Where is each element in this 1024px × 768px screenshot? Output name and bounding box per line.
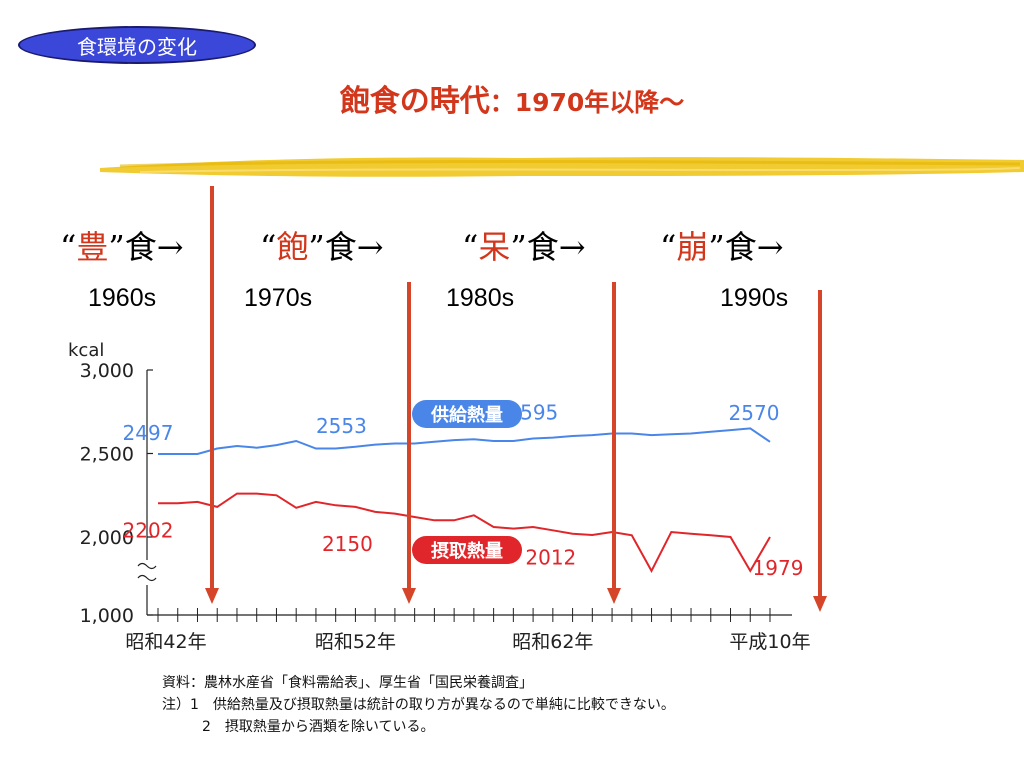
series-line — [158, 427, 771, 455]
decade-label: 1990s — [720, 284, 789, 312]
legend-label: 供給熱量 — [430, 404, 503, 426]
title-main: 飽食の時代 — [339, 84, 490, 119]
title-sub: ：1970年以降～ — [489, 88, 685, 117]
slide-title: 飽食の時代：1970年以降～ — [0, 76, 1024, 120]
note-source: 資料：農林水産省「食料需給表」、厚生省「国民栄養調査」 — [162, 675, 533, 691]
x-tick-label: 昭和42年 — [125, 631, 206, 653]
source-notes: 資料：農林水産省「食料需給表」、厚生省「国民栄養調査」 注）1 供給熱量及び摂取… — [162, 672, 675, 738]
era-3: “呆”食→ — [462, 228, 586, 266]
data-label: 1979 — [753, 556, 804, 580]
data-label: 2012 — [525, 545, 576, 569]
era-2: “飽”食→ — [260, 228, 384, 266]
y-tick-label: 3,000 — [80, 360, 134, 382]
era-arrow-head-icon — [402, 588, 416, 604]
y-tick-label: 2,500 — [80, 444, 134, 466]
data-label: 2202 — [123, 518, 174, 542]
x-tick-label: 昭和52年 — [315, 631, 396, 653]
yellow-brush-stroke — [100, 157, 1024, 177]
data-label: 2150 — [322, 532, 373, 556]
data-label: 2553 — [316, 414, 367, 438]
legend-pill — [412, 536, 522, 564]
y-axis-label: kcal — [68, 340, 104, 361]
data-label: 2570 — [729, 401, 780, 425]
legend-pill — [412, 400, 522, 428]
decade-label: 1960s — [88, 284, 157, 312]
legend-label: 摂取熱量 — [431, 540, 503, 562]
era-arrow-head-icon — [205, 588, 219, 604]
era-arrow-head-icon — [607, 588, 621, 604]
x-tick-label: 昭和62年 — [512, 631, 593, 653]
y-tick-label: 2,000 — [80, 527, 134, 549]
data-label: 2497 — [123, 421, 174, 445]
note-1: 注）1 供給熱量及び摂取熱量は統計の取り方が異なるので単純に比較できない。 — [162, 697, 675, 713]
era-kanji: 呆 — [478, 228, 511, 266]
section-badge: 食環境の変化 — [18, 26, 256, 64]
era-1: “豊”食→ — [60, 228, 184, 266]
decade-label: 1980s — [446, 284, 515, 312]
era-4: “崩”食→ — [660, 228, 784, 266]
note-2: 2 摂取熱量から酒類を除いている。 — [202, 719, 435, 735]
era-kanji: 飽 — [276, 228, 309, 266]
series-line — [158, 492, 771, 574]
x-tick-label: 平成10年 — [729, 631, 810, 653]
era-kanji: 豊 — [76, 228, 109, 266]
era-arrow-head-icon — [813, 596, 827, 612]
y-tick-label: 1,000 — [80, 605, 134, 627]
era-kanji: 崩 — [676, 228, 709, 266]
decade-label: 1970s — [244, 284, 313, 312]
axis-break-icon — [137, 562, 157, 582]
